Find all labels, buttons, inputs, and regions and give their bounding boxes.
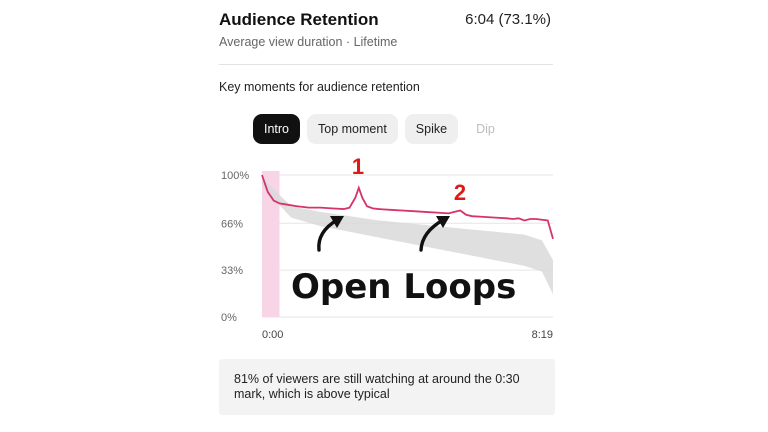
arrow-1 <box>317 216 344 252</box>
y-tick-label: 33% <box>221 265 243 277</box>
gridlines <box>262 174 553 318</box>
x-axis-labels: 0:00 8:19 <box>262 329 553 341</box>
info-text: 81% of viewers are still watching at aro… <box>234 372 520 401</box>
key-moments-chips: Intro Top moment Spike Dip <box>253 114 506 144</box>
chip-top-moment[interactable]: Top moment <box>307 114 398 144</box>
key-moments-title: Key moments for audience retention <box>219 80 420 94</box>
retention-chart: 100% 66% 33% 0% 0:00 8:19 1 2 Open Loops <box>221 154 554 341</box>
marker-2: 2 <box>454 180 466 205</box>
arrow-2 <box>419 216 450 252</box>
card-subtitle: Average view duration · Lifetime <box>219 35 398 49</box>
chip-dip: Dip <box>476 122 495 136</box>
retention-line <box>261 174 554 240</box>
marker-1: 1 <box>352 154 364 179</box>
x-tick-label: 8:19 <box>532 329 553 341</box>
open-loops-overlay-text: Open Loops <box>291 267 516 307</box>
chip-intro[interactable]: Intro <box>253 114 301 144</box>
y-tick-label: 0% <box>221 312 237 324</box>
y-tick-label: 66% <box>221 218 243 230</box>
average-view-duration-value: 6:04 (73.1%) <box>465 11 551 28</box>
chip-spike[interactable]: Spike <box>404 114 459 144</box>
typical-retention-band <box>262 177 553 295</box>
y-axis-labels: 100% 66% 33% 0% <box>221 170 249 324</box>
info-box: 81% of viewers are still watching at aro… <box>219 359 555 415</box>
x-tick-label: 0:00 <box>262 329 283 341</box>
divider <box>219 64 553 65</box>
audience-retention-card: Audience Retention 6:04 (73.1%) Average … <box>219 0 555 432</box>
card-title: Audience Retention <box>219 10 379 29</box>
y-tick-label: 100% <box>221 170 249 182</box>
intro-highlight <box>262 171 280 317</box>
